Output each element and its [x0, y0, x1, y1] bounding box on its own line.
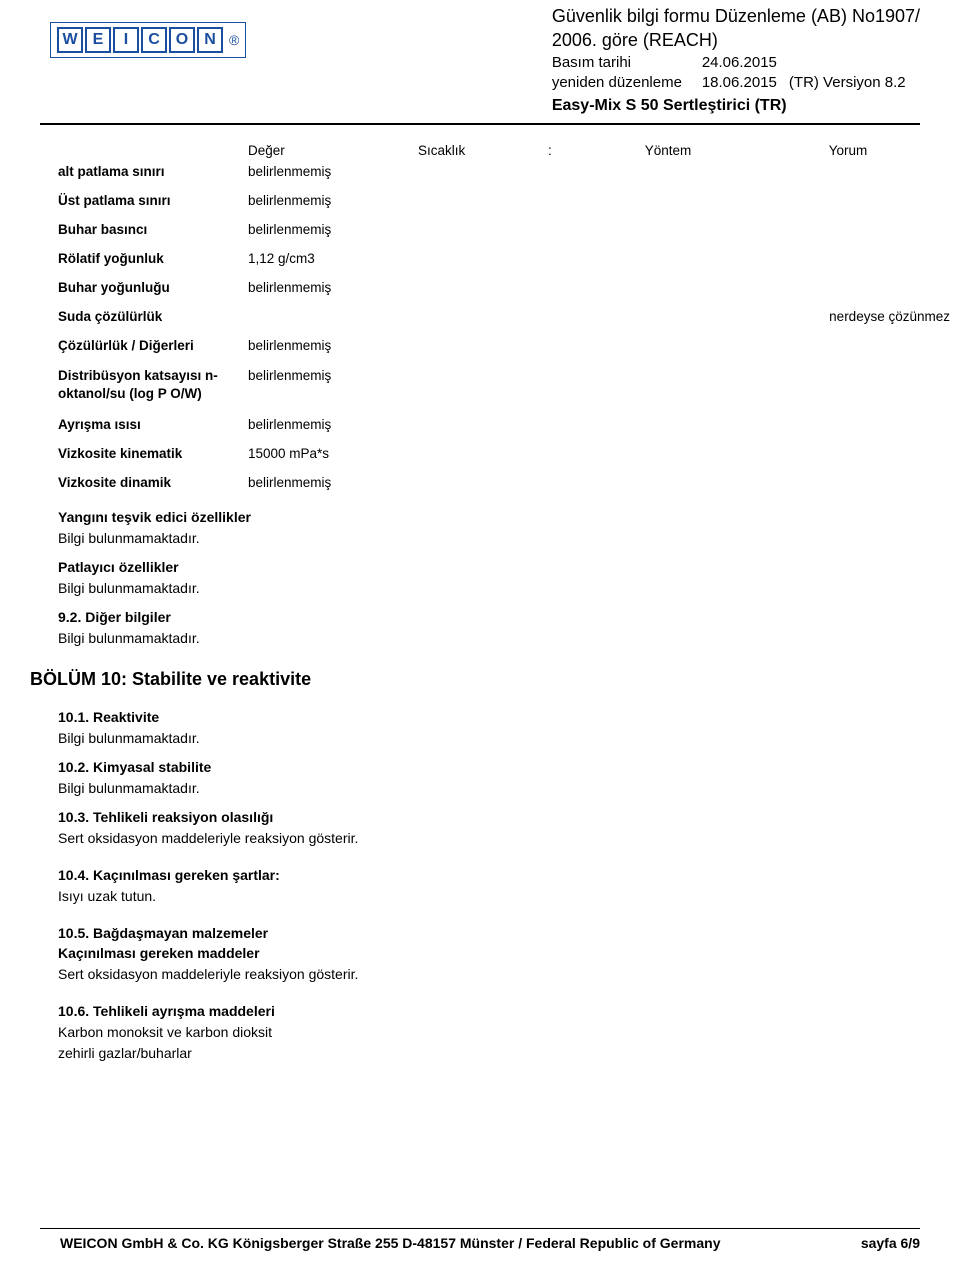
logo-letter: W: [57, 27, 83, 53]
table-row: Suda çözülürlük nerdeyse çözünmez: [58, 309, 960, 324]
s10-6-body2: zehirli gazlar/buharlar: [58, 1044, 960, 1063]
property-label: Çözülürlük / Diğerleri: [58, 338, 248, 353]
property-value: belirlenmemiş: [248, 164, 418, 179]
table-row: Distribüsyon katsayısı n-oktanol/su (log…: [58, 367, 960, 403]
logo-letter: E: [85, 27, 111, 53]
product-name: Easy-Mix S 50 Sertleştirici (TR): [552, 95, 920, 117]
fire-promoting-body: Bilgi bulunmamaktadır.: [58, 529, 960, 548]
table-row: Ayrışma ısısı belirlenmemiş: [58, 417, 960, 432]
property-label: Ayrışma ısısı: [58, 417, 248, 432]
table-row: Çözülürlük / Diğerleri belirlenmemiş: [58, 338, 960, 353]
table-row: Üst patlama sınırı belirlenmemiş: [58, 193, 960, 208]
property-value: 15000 mPa*s: [248, 446, 418, 461]
version-value: (TR) Versiyon 8.2: [789, 73, 906, 93]
property-label: Buhar basıncı: [58, 222, 248, 237]
footer-company: WEICON GmbH & Co. KG Königsberger Straße…: [60, 1235, 720, 1251]
s10-3-body: Sert oksidasyon maddeleriyle reaksiyon g…: [58, 829, 960, 848]
header-value: Değer: [248, 143, 418, 158]
table-row: Vizkosite kinematik 15000 mPa*s: [58, 446, 960, 461]
property-label: alt patlama sınırı: [58, 164, 248, 179]
header-colon: :: [548, 143, 578, 158]
revise-date-value: 18.06.2015: [702, 73, 777, 93]
s10-2-head: 10.2. Kimyasal stabilite: [58, 758, 960, 777]
s10-1-body: Bilgi bulunmamaktadır.: [58, 729, 960, 748]
logo: W E I C O N ®: [50, 22, 246, 58]
property-label: Üst patlama sınırı: [58, 193, 248, 208]
logo-letter: C: [141, 27, 167, 53]
header-temperature: Sıcaklık: [418, 143, 548, 158]
table-row: Vizkosite dinamik belirlenmemiş: [58, 475, 960, 490]
table-header-row: Değer Sıcaklık : Yöntem Yorum: [58, 143, 960, 158]
header-comment: Yorum: [758, 143, 938, 158]
logo-inner: W E I C O N ®: [57, 27, 239, 53]
fire-promoting-head: Yangını teşvik edici özellikler: [58, 508, 960, 527]
header-rule: [40, 123, 920, 125]
property-label: Buhar yoğunluğu: [58, 280, 248, 295]
other-info-head: 9.2. Diğer bilgiler: [58, 608, 960, 627]
property-value: belirlenmemiş: [248, 338, 418, 353]
property-label: Distribüsyon katsayısı n-oktanol/su (log…: [58, 367, 248, 403]
s10-6-head: 10.6. Tehlikeli ayrışma maddeleri: [58, 1002, 960, 1021]
s10-3-head: 10.3. Tehlikeli reaksiyon olasılığı: [58, 808, 960, 827]
revise-date-label: yeniden düzenleme: [552, 73, 702, 93]
properties-table: Değer Sıcaklık : Yöntem Yorum alt patlam…: [58, 143, 960, 490]
s10-1-head: 10.1. Reaktivite: [58, 708, 960, 727]
logo-letter: N: [197, 27, 223, 53]
logo-letter: O: [169, 27, 195, 53]
table-row: alt patlama sınırı belirlenmemiş: [58, 164, 960, 179]
s10-5-head: 10.5. Bağdaşmayan malzemeler: [58, 924, 960, 943]
property-label: Vizkosite kinematik: [58, 446, 248, 461]
section-9-extra: Yangını teşvik edici özellikler Bilgi bu…: [58, 508, 960, 647]
property-comment: nerdeyse çözünmez: [829, 309, 960, 324]
print-date-label: Basım tarihi: [552, 53, 702, 73]
explosive-head: Patlayıcı özellikler: [58, 558, 960, 577]
document-header: W E I C O N ® Güvenlik bilgi formu Düzen…: [0, 0, 960, 117]
property-value: 1,12 g/cm3: [248, 251, 418, 266]
table-row: Buhar yoğunluğu belirlenmemiş: [58, 280, 960, 295]
s10-5-body: Sert oksidasyon maddeleriyle reaksiyon g…: [58, 965, 960, 984]
header-method: Yöntem: [578, 143, 758, 158]
table-row: Buhar basıncı belirlenmemiş: [58, 222, 960, 237]
s10-2-body: Bilgi bulunmamaktadır.: [58, 779, 960, 798]
logo-letter: I: [113, 27, 139, 53]
property-value: belirlenmemiş: [248, 417, 418, 432]
footer-page-number: sayfa 6/9: [861, 1235, 920, 1251]
s10-4-head: 10.4. Kaçınılması gereken şartlar:: [58, 866, 960, 885]
registered-icon: ®: [229, 32, 239, 48]
property-label: Suda çözülürlük: [58, 309, 248, 324]
property-value: belirlenmemiş: [248, 222, 418, 237]
regulation-title-line2: 2006. göre (REACH): [552, 28, 920, 52]
property-value: belirlenmemiş: [248, 475, 418, 490]
header-empty: [58, 143, 248, 158]
page-footer: WEICON GmbH & Co. KG Königsberger Straße…: [0, 1228, 960, 1251]
header-metadata: Güvenlik bilgi formu Düzenleme (AB) No19…: [552, 4, 920, 117]
s10-5-sub: Kaçınılması gereken maddeler: [58, 944, 960, 963]
property-label: Rölatif yoğunluk: [58, 251, 248, 266]
section-10-title: BÖLÜM 10: Stabilite ve reaktivite: [30, 669, 960, 690]
table-row: Rölatif yoğunluk 1,12 g/cm3: [58, 251, 960, 266]
property-label: Vizkosite dinamik: [58, 475, 248, 490]
other-info-body: Bilgi bulunmamaktadır.: [58, 629, 960, 648]
explosive-body: Bilgi bulunmamaktadır.: [58, 579, 960, 598]
property-value: belirlenmemiş: [248, 280, 418, 295]
s10-6-body1: Karbon monoksit ve karbon dioksit: [58, 1023, 960, 1042]
section-10-body: 10.1. Reaktivite Bilgi bulunmamaktadır. …: [58, 708, 960, 1062]
s10-4-body: Isıyı uzak tutun.: [58, 887, 960, 906]
regulation-title-line1: Güvenlik bilgi formu Düzenleme (AB) No19…: [552, 4, 920, 28]
property-value: belirlenmemiş: [248, 193, 418, 208]
property-value: belirlenmemiş: [248, 367, 418, 385]
print-date-value: 24.06.2015: [702, 53, 777, 73]
